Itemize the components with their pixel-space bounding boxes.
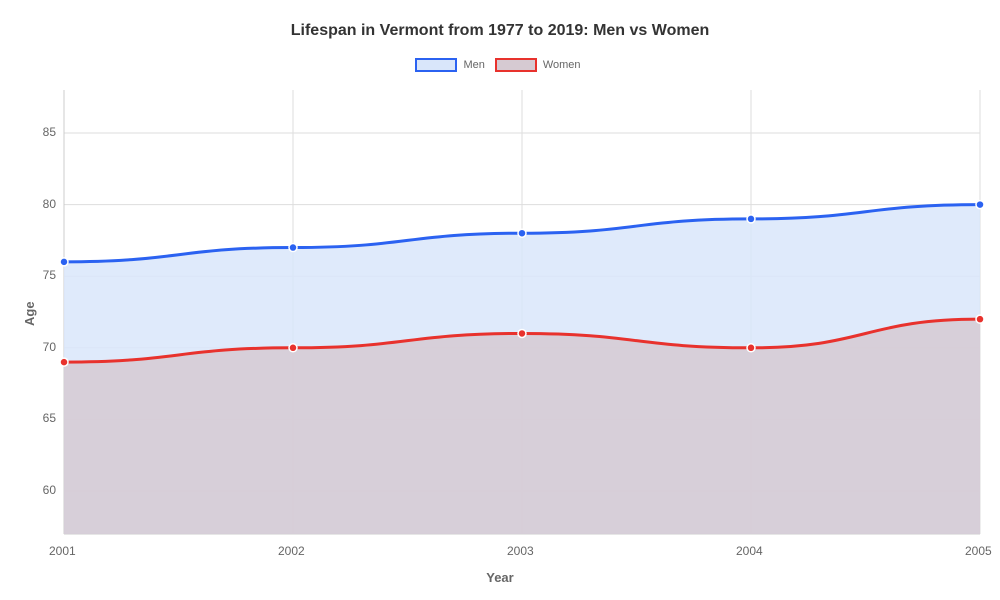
y-tick-label: 70 [43,340,56,354]
x-tick-label: 2001 [49,544,76,558]
y-tick-label: 75 [43,268,56,282]
x-tick-label: 2005 [965,544,992,558]
x-tick-label: 2002 [278,544,305,558]
x-axis-label: Year [0,570,1000,585]
y-tick-label: 65 [43,411,56,425]
x-tick-label: 2003 [507,544,534,558]
y-axis-label: Age [22,301,37,326]
x-tick-label: 2004 [736,544,763,558]
y-tick-label: 85 [43,125,56,139]
y-tick-label: 80 [43,197,56,211]
chart-plot-area [0,0,1000,600]
y-tick-label: 60 [43,483,56,497]
